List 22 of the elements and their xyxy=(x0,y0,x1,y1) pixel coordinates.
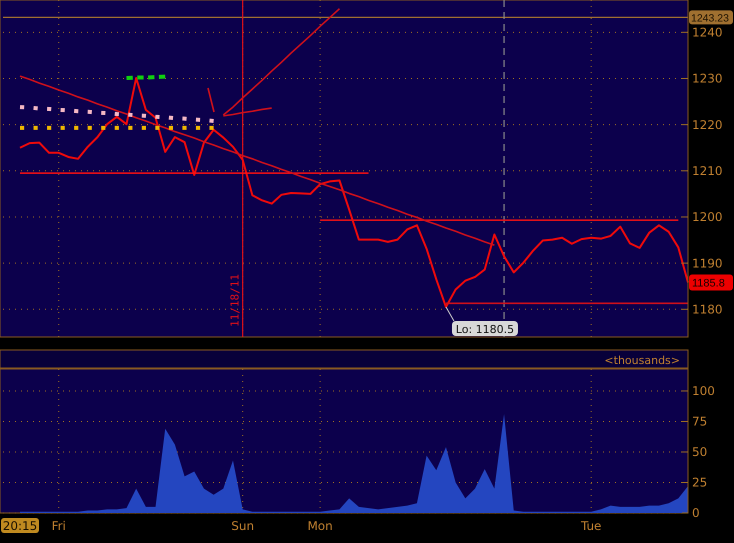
x-tick-label: Tue xyxy=(580,519,602,533)
y-tick-label: 75 xyxy=(692,414,708,429)
y-tick-label: 1230 xyxy=(692,72,723,86)
text: 1185.8 xyxy=(692,278,725,290)
y-tick-label: 1210 xyxy=(692,164,723,178)
x-tick-label: Mon xyxy=(307,519,333,533)
annotation: 11/18/11 xyxy=(228,274,242,327)
x-tick-label: Sun xyxy=(231,519,254,533)
y-tick-label: 25 xyxy=(692,476,708,490)
y-tick-label: 100 xyxy=(692,384,715,398)
y-tick-label: 1190 xyxy=(692,256,723,270)
ref-line-label: 1243.23 xyxy=(691,12,730,24)
x-tick-label: 20:15 xyxy=(2,519,38,533)
y-tick-label: 1220 xyxy=(692,118,723,132)
chart-title: <thousands> xyxy=(604,354,680,367)
y-tick-label: 50 xyxy=(692,445,708,460)
x-tick-label: Fri xyxy=(52,519,66,533)
y-tick-label: 1240 xyxy=(692,26,723,40)
y-tick-label: 1200 xyxy=(692,210,723,224)
y-tick-label: 0 xyxy=(692,506,700,520)
annotation: Lo: 1180.5 xyxy=(456,322,514,336)
y-tick-label: 1180 xyxy=(692,302,723,316)
